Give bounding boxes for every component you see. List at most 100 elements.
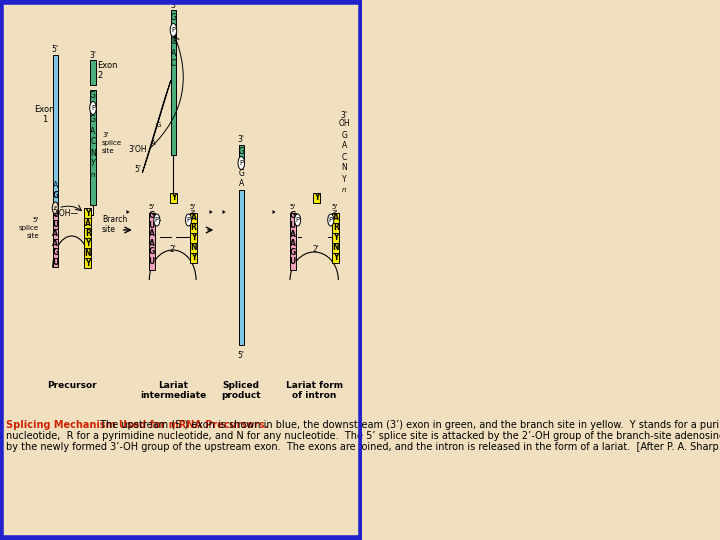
Circle shape <box>294 214 301 226</box>
Text: C: C <box>342 152 347 161</box>
Polygon shape <box>143 80 171 173</box>
Text: U: U <box>289 258 296 267</box>
Bar <box>53 229 58 239</box>
Bar <box>84 258 91 268</box>
Text: 3': 3' <box>332 210 338 216</box>
Circle shape <box>90 102 96 114</box>
Text: Lariat form: Lariat form <box>286 381 343 389</box>
Text: R: R <box>333 224 338 233</box>
Bar <box>84 228 91 238</box>
Text: 3': 3' <box>238 136 245 145</box>
Text: P: P <box>171 27 176 33</box>
Bar <box>84 248 91 258</box>
Text: Y: Y <box>342 174 346 184</box>
Text: ‣: ‣ <box>207 208 213 218</box>
Text: R: R <box>85 228 91 238</box>
Text: G: G <box>149 247 155 256</box>
Text: N: N <box>90 148 96 158</box>
Bar <box>190 223 197 233</box>
Circle shape <box>53 202 58 214</box>
Text: Brarch: Brarch <box>102 215 127 225</box>
Bar <box>53 239 58 248</box>
Circle shape <box>328 214 334 226</box>
Text: N: N <box>190 244 197 253</box>
Bar <box>239 190 244 345</box>
Text: Spliced: Spliced <box>222 381 260 389</box>
Bar <box>333 213 339 223</box>
Text: G: G <box>52 210 58 219</box>
Text: n: n <box>91 172 95 178</box>
Bar <box>84 238 91 248</box>
Text: U: U <box>52 258 58 267</box>
Bar <box>190 253 197 263</box>
Text: Exon: Exon <box>34 105 55 114</box>
Circle shape <box>154 214 160 226</box>
Text: A: A <box>53 239 58 248</box>
Text: G: G <box>90 91 96 99</box>
Text: G: G <box>52 192 58 200</box>
Text: U: U <box>289 221 296 230</box>
Text: A: A <box>149 230 155 239</box>
Text: R: R <box>191 224 197 233</box>
Bar <box>84 208 91 218</box>
Bar <box>190 243 197 253</box>
Text: A: A <box>289 239 295 248</box>
Bar <box>333 233 339 243</box>
Text: Y: Y <box>314 193 320 202</box>
Text: 5': 5' <box>189 204 196 210</box>
Text: Y: Y <box>85 259 91 267</box>
Text: G: G <box>171 37 176 46</box>
Text: 5': 5' <box>149 204 155 210</box>
Bar <box>53 248 58 258</box>
Text: nucleotide,  R for a pyrimidine nucleotide, and N for any nucleotide.  The 5’ sp: nucleotide, R for a pyrimidine nucleotid… <box>6 431 720 441</box>
Circle shape <box>238 157 245 170</box>
Text: site: site <box>102 226 116 234</box>
Text: A: A <box>151 140 156 146</box>
Text: 5': 5' <box>52 45 59 55</box>
Bar <box>289 213 296 270</box>
Text: A: A <box>342 141 347 151</box>
Bar <box>91 90 96 205</box>
Text: A: A <box>289 230 295 239</box>
Bar <box>190 213 197 223</box>
Text: Y: Y <box>85 239 91 247</box>
Text: The upstream (5’) exon is shown in blue, the downstream (3’) exon in green, and : The upstream (5’) exon is shown in blue,… <box>96 420 720 430</box>
Text: 5': 5' <box>33 217 39 223</box>
Text: by the newly formed 3’-OH group of the upstream exon.  The exons are joined, and: by the newly formed 3’-OH group of the u… <box>6 442 720 452</box>
Bar <box>170 193 177 203</box>
Text: C: C <box>91 138 96 146</box>
Text: U: U <box>149 220 155 230</box>
Text: 3': 3' <box>89 51 96 59</box>
Text: site: site <box>102 148 114 154</box>
Text: G: G <box>156 122 161 128</box>
Text: A: A <box>85 219 91 227</box>
Text: A: A <box>53 230 58 238</box>
Text: N: N <box>333 244 339 253</box>
Text: Y: Y <box>171 193 176 202</box>
Text: n: n <box>342 187 346 193</box>
Text: ‣: ‣ <box>270 208 276 218</box>
Bar <box>333 243 339 253</box>
Text: 2'OH—: 2'OH— <box>53 208 79 218</box>
Text: P: P <box>155 217 159 223</box>
Text: Precursor: Precursor <box>47 381 96 389</box>
Text: splice: splice <box>102 140 122 146</box>
Text: A: A <box>191 213 197 222</box>
Text: G: G <box>52 248 58 257</box>
Text: G: G <box>238 170 244 179</box>
Text: P: P <box>91 105 95 111</box>
Text: G: G <box>238 146 244 156</box>
Text: of intron: of intron <box>292 390 336 400</box>
Text: Y: Y <box>91 159 95 168</box>
Text: Lariat: Lariat <box>158 381 189 389</box>
Text: A: A <box>149 239 155 247</box>
Bar <box>239 145 244 165</box>
Circle shape <box>170 24 176 37</box>
Text: Y: Y <box>333 233 338 242</box>
Text: C: C <box>171 59 176 69</box>
Text: Exon: Exon <box>97 60 117 70</box>
Text: OH: OH <box>338 119 350 129</box>
Text: A: A <box>91 126 96 136</box>
Text: G: G <box>171 12 176 22</box>
Text: Y: Y <box>85 208 91 218</box>
